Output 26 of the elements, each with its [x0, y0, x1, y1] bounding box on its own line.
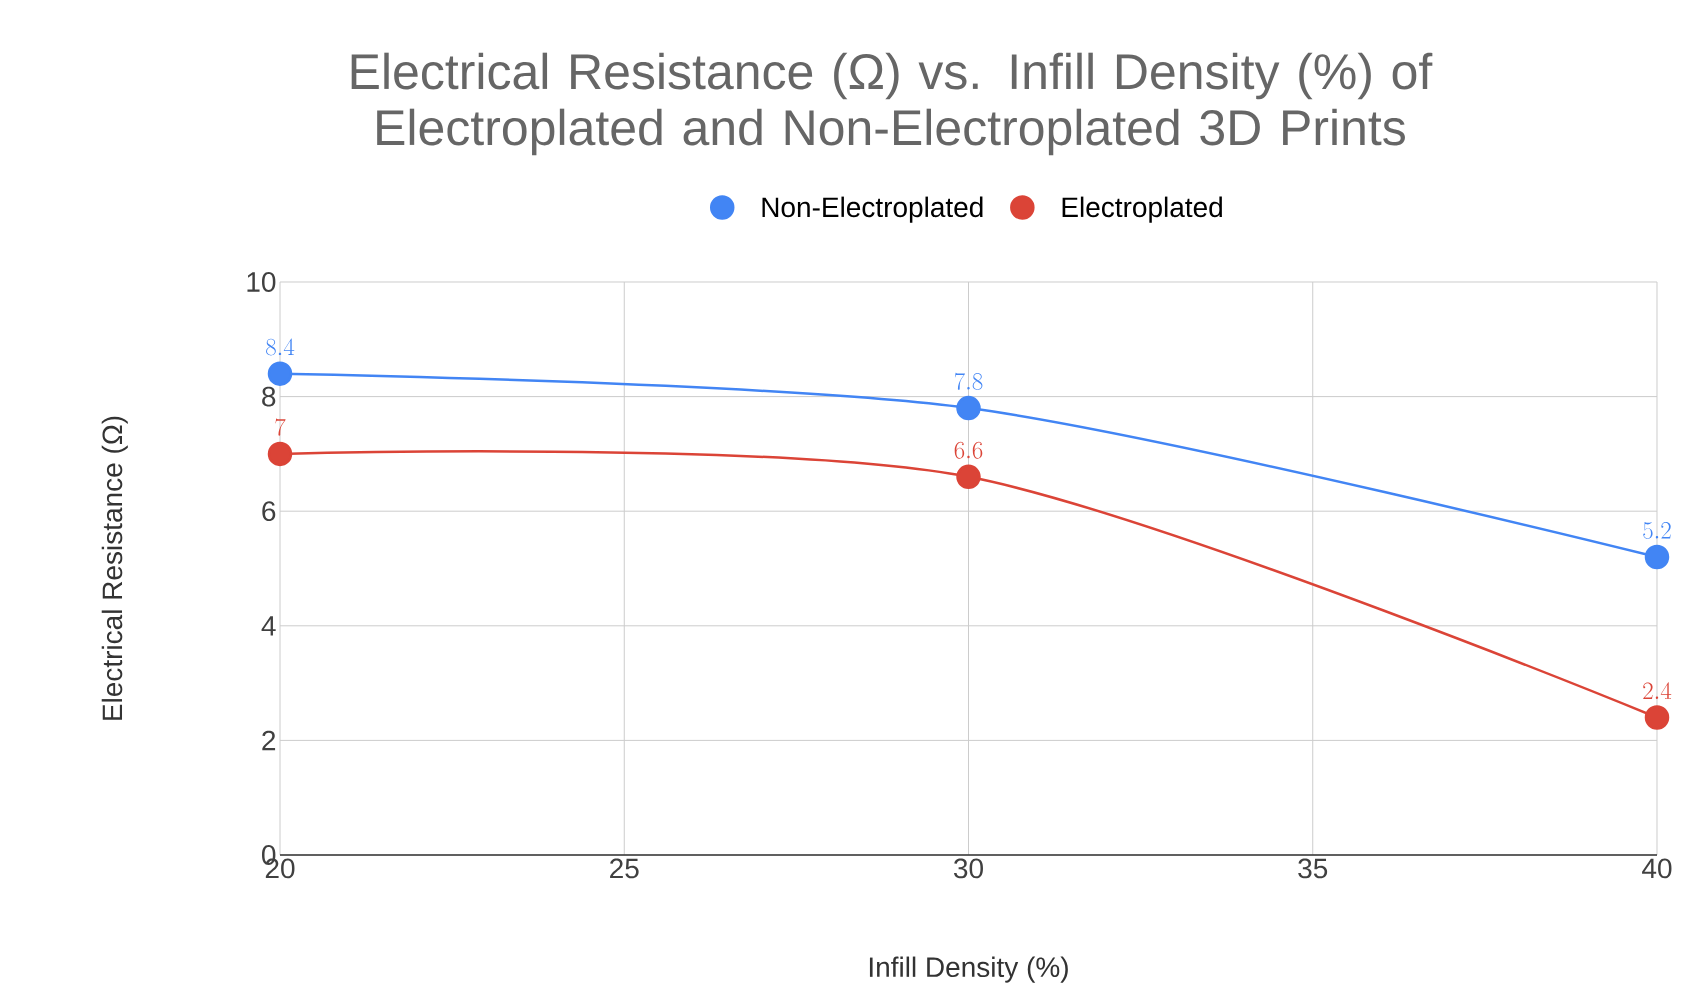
data-label: 5.2	[1643, 522, 1671, 539]
y-tick-label: 10	[247, 272, 276, 292]
x-axis-title: Infill Density (%)	[869, 956, 1068, 983]
data-label: 8.4	[266, 338, 295, 356]
point	[267, 361, 293, 386]
point	[956, 464, 981, 490]
x-tick-label: 35	[1298, 858, 1328, 879]
legend-label: Electroplated	[1062, 196, 1222, 223]
data-label: 2.4	[1643, 682, 1672, 699]
x-tick-label: 40	[1642, 858, 1672, 879]
data-label: 7.8	[954, 372, 983, 390]
point	[1644, 544, 1670, 570]
y-tick-label: 2	[262, 730, 276, 751]
point	[267, 441, 293, 467]
y-tick-label: 4	[261, 616, 276, 636]
legend-label: Non-Electroplated	[762, 196, 983, 223]
x-tick-label: 25	[610, 858, 639, 879]
y-axis-title: Electrical Resistance (Ω)	[101, 416, 128, 720]
y-tick-label: 8	[262, 386, 276, 407]
chart-title: Electrical Resistance (Ω) vs. Infill Density (%) of Electroplated and Non-Electroplated 3D Prints	[351, 52, 1433, 156]
x-tick-label: 30	[953, 858, 983, 879]
y-tick-label: 6	[262, 501, 276, 522]
point	[956, 395, 981, 421]
data-label: 7	[275, 418, 286, 436]
point	[1644, 705, 1670, 730]
data-label: 6.6	[954, 441, 983, 459]
